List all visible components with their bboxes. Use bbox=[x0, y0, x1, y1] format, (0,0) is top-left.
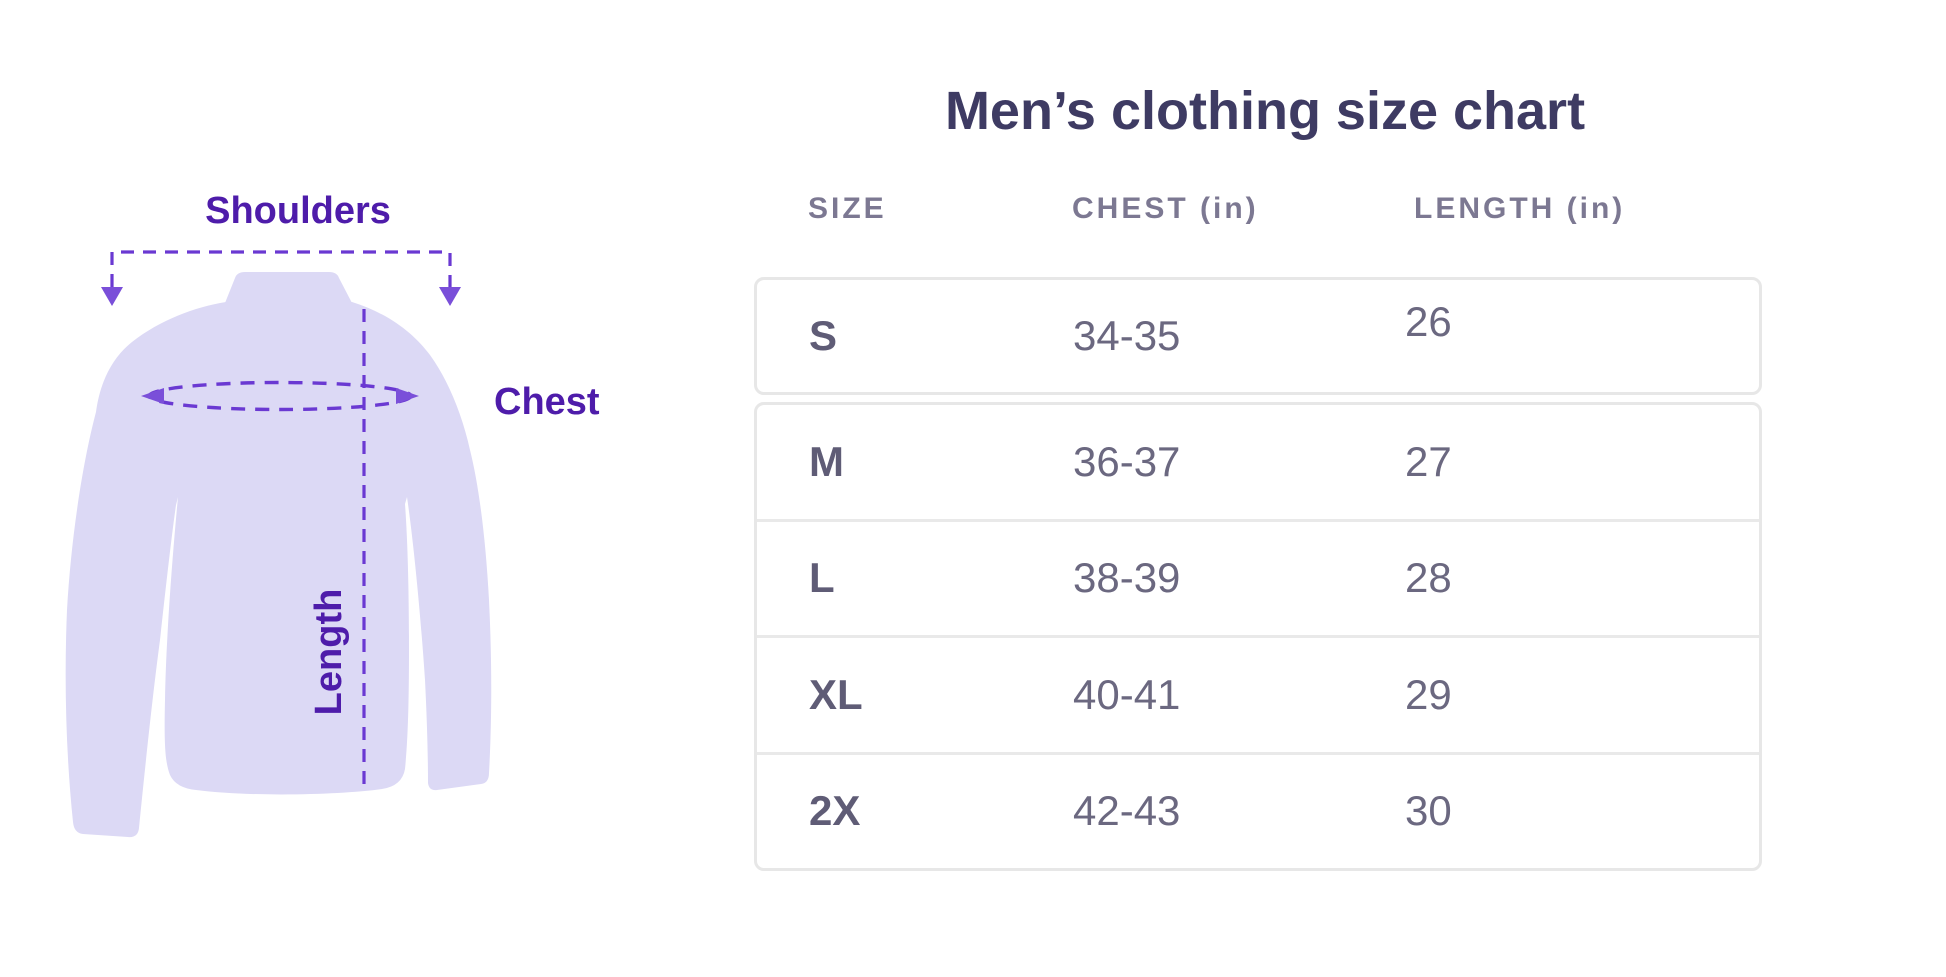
table-row: M 36-37 27 bbox=[757, 405, 1759, 519]
table-row: S 34-35 26 bbox=[757, 280, 1759, 392]
table-row: L 38-39 28 bbox=[757, 518, 1759, 636]
table-row: XL 40-41 29 bbox=[757, 635, 1759, 752]
chest-cell: 40-41 bbox=[1073, 670, 1181, 718]
length-cell: 26 bbox=[1405, 298, 1452, 345]
length-cell: 27 bbox=[1405, 437, 1452, 485]
chest-cell: 42-43 bbox=[1073, 787, 1181, 835]
size-cell: 2X bbox=[809, 787, 861, 835]
chest-label: Chest bbox=[494, 381, 600, 423]
chest-cell: 38-39 bbox=[1073, 554, 1181, 602]
chest-right-arrow-icon bbox=[396, 388, 419, 404]
page-title: Men’s clothing size chart bbox=[944, 81, 1586, 141]
shoulders-label: Shoulders bbox=[205, 190, 391, 232]
length-cell: 30 bbox=[1405, 787, 1452, 835]
chest-cell: 36-37 bbox=[1073, 437, 1181, 485]
chest-left-arrow-icon bbox=[141, 388, 164, 404]
column-header-length: LENGTH (in) bbox=[1414, 192, 1626, 225]
size-cell: L bbox=[809, 554, 835, 602]
size-cell: M bbox=[809, 437, 844, 485]
shirt-illustration bbox=[65, 250, 492, 838]
table-row: 2X 42-43 30 bbox=[757, 751, 1759, 869]
length-cell: 28 bbox=[1405, 554, 1452, 602]
shoulders-right-arrow-icon bbox=[439, 287, 461, 306]
chest-cell: 34-35 bbox=[1073, 312, 1181, 359]
column-header-chest: CHEST (in) bbox=[1072, 192, 1259, 225]
size-cell: XL bbox=[809, 670, 863, 718]
length-label: Length bbox=[308, 588, 350, 716]
size-cell: S bbox=[809, 312, 838, 359]
column-header-size: SIZE bbox=[808, 192, 887, 225]
size-table-card-s: S 34-35 26 bbox=[754, 277, 1762, 395]
length-cell: 29 bbox=[1405, 670, 1452, 718]
shirt-collar bbox=[225, 272, 352, 303]
shoulders-bracket-line bbox=[110, 250, 452, 287]
shirt-body bbox=[65, 302, 492, 838]
size-table-card-m-2x: M 36-37 27 L 38-39 28 XL 40-41 29 2X 42-… bbox=[754, 402, 1762, 871]
shoulders-left-arrow-icon bbox=[101, 287, 123, 306]
